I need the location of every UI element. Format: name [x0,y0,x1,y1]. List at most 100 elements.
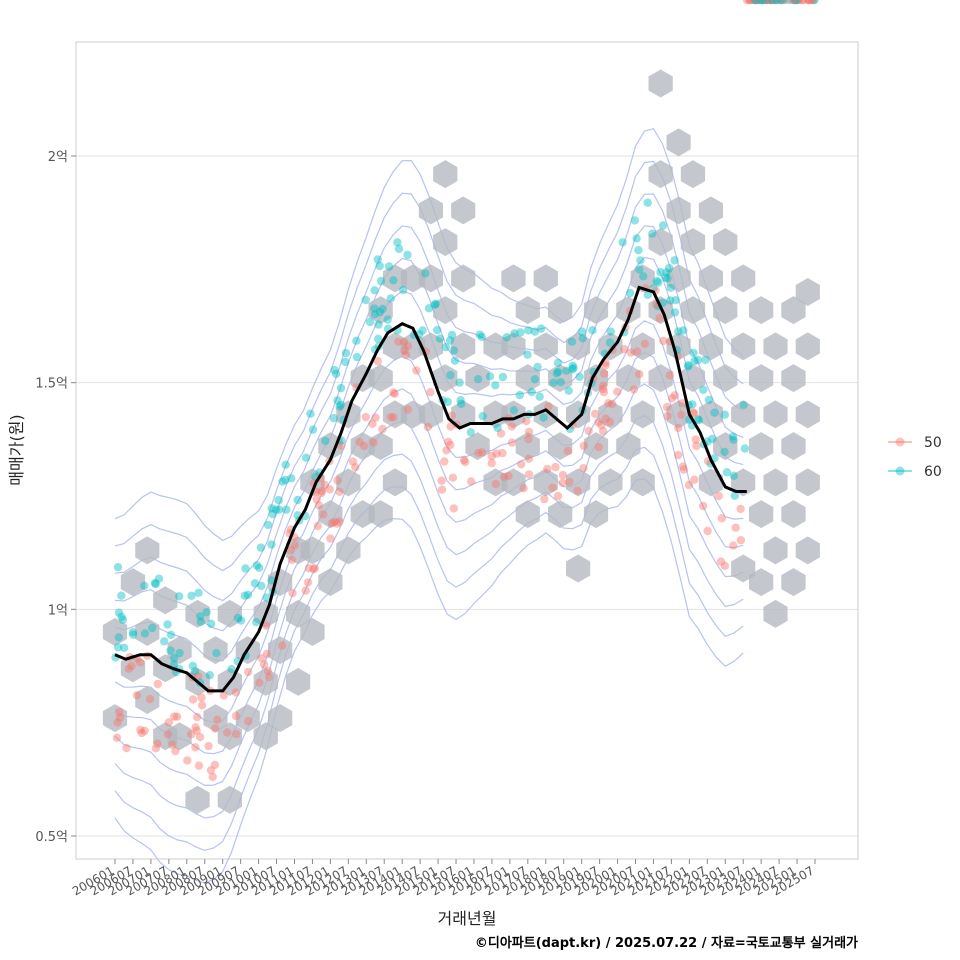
point-60 [267,504,276,513]
point-60 [632,234,641,243]
hexbin-32 [300,468,325,497]
point-60 [768,0,777,5]
hexbin-142 [763,536,788,565]
point-60 [755,0,765,5]
point-50 [750,0,759,5]
point-60 [720,410,729,419]
hexbin-129 [731,264,756,293]
point-60 [449,346,459,355]
hexbin-72 [501,264,526,293]
point-60 [466,428,475,437]
hexbin-86 [548,432,573,461]
point-60 [562,366,571,375]
point-60 [148,623,157,633]
point-60 [336,400,345,410]
point-50 [678,462,688,471]
hexbin-151 [795,400,820,429]
hexbin-14 [185,785,210,814]
point-60 [729,471,739,480]
hexbin-115 [666,400,691,429]
hexbin-67 [465,364,490,393]
hexbin-140 [763,400,788,429]
point-60 [533,362,542,372]
hexbin-98 [598,468,623,497]
density-contour-3 [114,383,744,787]
point-50 [231,688,241,697]
hexbin-103 [630,332,655,361]
point-50 [437,476,446,485]
point-60 [240,591,249,600]
point-50 [325,485,334,494]
hexbin-15 [203,636,228,665]
point-50 [127,662,136,671]
point-60 [777,0,786,5]
hexbin-25 [253,722,278,751]
point-60 [739,400,748,410]
point-50 [262,621,271,630]
point-60 [693,415,703,424]
point-50 [540,494,549,504]
point-60 [791,0,801,5]
point-50 [136,725,145,735]
point-50 [524,470,534,479]
point-60 [618,238,627,247]
point-50 [310,564,319,573]
point-60 [113,563,123,572]
point-50 [594,418,603,427]
hexbin-92 [583,296,609,325]
point-60 [568,361,577,370]
point-60 [654,278,663,287]
point-60 [553,367,563,376]
point-50 [386,412,395,422]
point-60 [670,308,680,317]
point-60 [333,396,342,405]
point-60 [435,334,445,343]
density-contour-9 [114,160,744,572]
point-50 [507,438,517,447]
hexbin-134 [749,296,774,325]
point-60 [793,0,803,5]
hexbin-125 [713,228,738,257]
point-50 [584,426,593,436]
hexbin-40 [336,536,361,565]
point-60 [663,274,672,283]
point-50 [333,476,342,485]
point-60 [262,593,271,602]
y-axis-title: 매매가(원) [7,414,26,485]
point-50 [194,761,204,770]
point-60 [630,216,639,225]
point-60 [701,355,710,365]
point-50 [524,454,534,463]
point-60 [117,612,126,622]
point-60 [635,265,644,274]
point-60 [485,372,495,381]
point-50 [335,517,344,526]
point-50 [257,654,266,663]
point-50 [760,0,769,5]
point-50 [790,0,800,5]
point-60 [730,491,739,500]
point-50 [667,394,677,403]
point-60 [370,310,380,319]
point-60 [376,276,386,286]
point-50 [191,723,200,732]
point-60 [567,337,577,346]
point-60 [421,269,430,278]
point-50 [553,491,563,501]
point-60 [662,268,671,277]
point-60 [352,352,362,362]
plot-border [75,41,859,860]
point-60 [772,0,781,5]
point-50 [678,399,687,408]
point-50 [288,588,297,598]
point-60 [516,328,525,337]
point-60 [257,581,266,591]
point-50 [477,448,487,457]
hexbin-51 [382,468,408,497]
point-50 [326,534,335,543]
point-50 [655,314,664,323]
point-50 [136,658,145,667]
point-60 [535,392,544,401]
point-60 [643,290,652,299]
point-60 [769,0,778,5]
